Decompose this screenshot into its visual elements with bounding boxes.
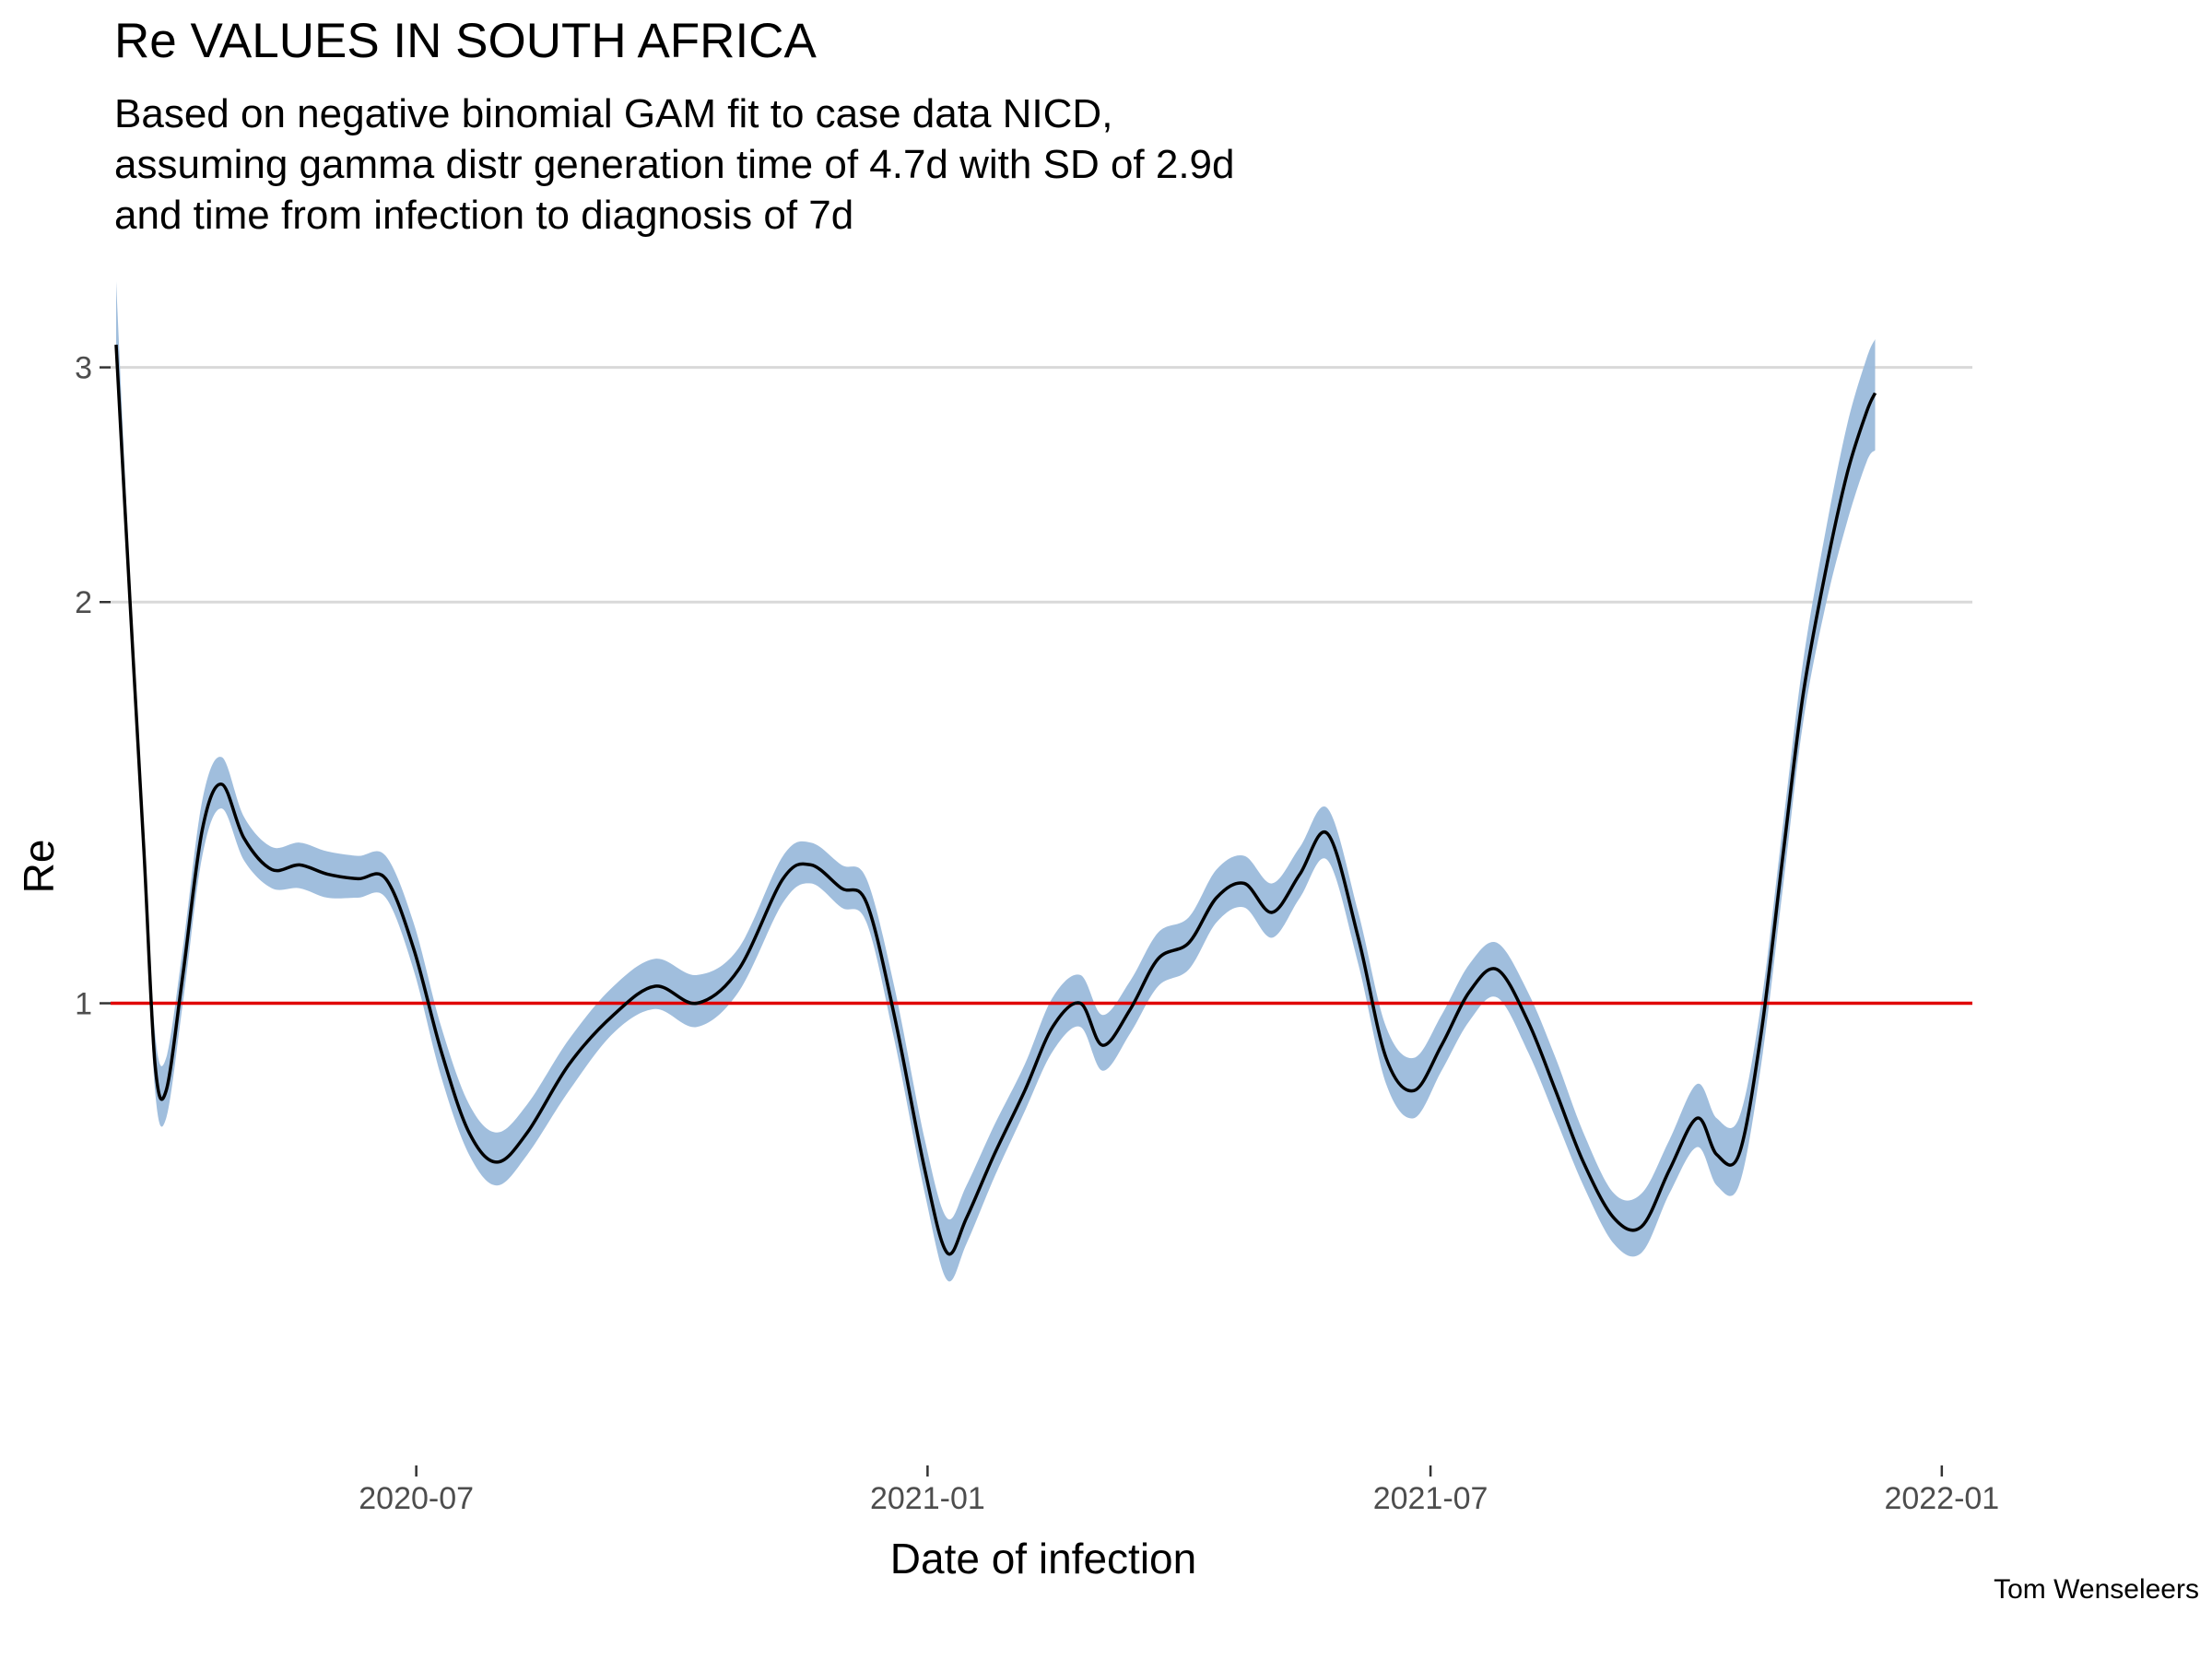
y-axis-title: Re [15,840,63,894]
chart-caption: Tom Wenseleers [1994,1574,2199,1605]
confidence-ribbon-layer [116,281,1876,1282]
x-tick-label: 2021-07 [1373,1481,1488,1516]
confidence-ribbon [116,281,1876,1282]
x-axis-title: Date of infection [890,1535,1196,1583]
y-tick-label: 2 [75,585,92,620]
x-tick-label: 2022-01 [1884,1481,1999,1516]
series-line [114,344,1877,1256]
y-tick-label: 1 [75,987,92,1022]
x-tick-label: 2020-07 [359,1481,474,1516]
x-tick-label: 2021-01 [870,1481,985,1516]
y-tick-label: 3 [75,351,92,386]
chart-title: Re VALUES IN SOUTH AFRICA [114,14,817,68]
series-line-layer [114,344,1877,1256]
axis-layer: 1 2 3 2020-07 2021-01 2021-07 2022-01 [75,351,1999,1516]
grid-layer [111,366,1972,604]
chart-subtitle: Based on negative binomial GAM fit to ca… [114,91,1235,238]
